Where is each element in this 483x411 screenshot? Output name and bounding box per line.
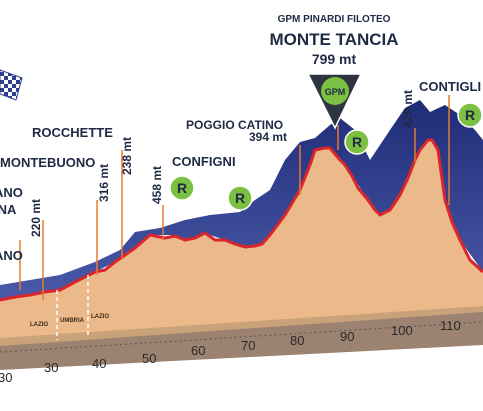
gpm-badge-label: GPM [325,87,346,97]
km-tick: 80 [290,333,304,348]
summit-name: MONTE TANCIA [269,30,398,49]
finish-flag-icon [0,69,23,101]
sprint-badge: R [169,175,195,201]
sprint-badge: R [227,185,253,211]
gpm-badge: GPM [306,73,363,130]
place-name: POGGIO CATINO [186,118,283,132]
km-tick: 40 [92,356,106,371]
marker-lines [19,95,450,300]
sprint-badge-label: R [177,180,187,196]
region-label: LAZIO [30,322,48,328]
sprint-badge-label: R [235,190,245,206]
km-tick: 110 [440,318,461,333]
place-name: CONFIGNI [172,154,236,169]
profile-base [0,308,483,370]
km-tick: 50 [142,351,156,366]
place-name: CONTIGLI [419,79,481,94]
profile-base-front [0,306,483,346]
place-altitude: 458 mt [150,166,164,204]
place-altitude: 220 mt [29,199,43,237]
place-name: ANO [0,248,23,263]
region-label: UMBRIA [60,318,85,324]
km-axis: 30 30 40 50 60 70 80 90 100 110 [0,318,483,385]
km-tick: 30 [44,360,58,375]
gpm-category: GPM PINARDI FILOTEO [278,14,391,25]
place-altitude: 316 mt [97,164,111,202]
profile-edge-line [0,138,483,302]
place-name: INA [0,202,17,217]
region-label: LAZIO [91,314,109,320]
summit-altitude: 799 mt [312,51,357,67]
place-name: ANO [0,185,23,200]
place-name: MONTEBUONO [0,155,95,170]
region-dividers [56,275,89,340]
sprint-badge: R [344,129,370,155]
km-tick: 90 [340,329,354,344]
sprint-badge-label: R [465,107,475,123]
km-tick: 70 [241,338,255,353]
place-altitude: 238 mt [120,137,134,175]
km-tick: 100 [391,323,413,338]
km-tick: 60 [191,343,205,358]
km-tick: 30 [0,370,12,385]
profile-body [0,140,483,340]
sprint-badge-label: R [352,134,362,150]
place-altitude: 394 mt [249,130,287,144]
place-altitude: 429 mt [401,90,415,128]
place-name: ROCCHETTE [32,125,113,140]
sprint-badge: R [457,102,483,128]
